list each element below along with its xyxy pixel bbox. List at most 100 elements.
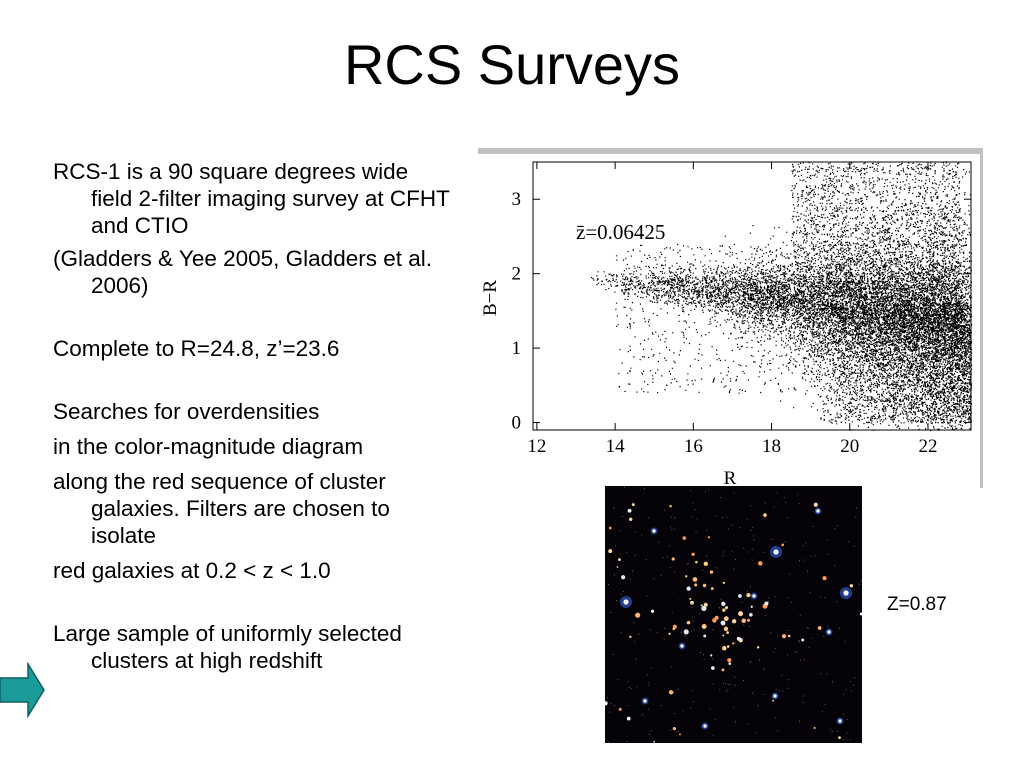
star (728, 662, 732, 665)
bright-star (773, 694, 777, 698)
redshift-label: Z=0.87 (887, 594, 947, 615)
galaxy (758, 561, 763, 566)
star (669, 505, 672, 508)
bullet-item: RCS-1 is a 90 square degrees wide field … (53, 159, 450, 238)
y-tick-label: 1 (512, 338, 522, 359)
y-tick-label: 0 (512, 413, 522, 434)
bullet-item: (Gladders & Yee 2005, Gladders et al. 20… (53, 246, 432, 298)
galaxy (722, 634, 725, 637)
frame-top-border (478, 148, 983, 154)
star (618, 558, 621, 561)
star (691, 552, 695, 556)
x-tick-label: 22 (918, 436, 937, 457)
star (781, 634, 787, 639)
star (616, 566, 619, 568)
galaxy (709, 570, 714, 574)
redshift-annotation: z̄=0.06425 (576, 220, 665, 244)
x-tick-label: 20 (840, 436, 859, 457)
galaxy (668, 632, 671, 635)
galaxy (720, 620, 726, 626)
star (605, 701, 608, 706)
star (695, 560, 698, 564)
galaxy (731, 619, 737, 624)
galaxy (711, 666, 715, 670)
star (650, 609, 655, 613)
bullet-item: in the color-magnitude diagram (53, 434, 364, 459)
galaxy (787, 634, 791, 638)
star (714, 615, 719, 620)
plot-frame-box (532, 161, 972, 431)
galaxy (722, 608, 726, 612)
y-tick-label: 2 (512, 264, 522, 285)
galaxy (692, 577, 698, 582)
galaxy (672, 627, 676, 631)
bright-star (623, 599, 629, 605)
star (725, 606, 729, 610)
color-magnitude-diagram: 12 14 16 18 20 22 0 1 2 3 R B−R z̄=0.06425 (478, 148, 983, 488)
star (772, 699, 775, 702)
star (859, 612, 862, 616)
galaxy (703, 634, 707, 638)
star (813, 726, 816, 730)
star (608, 526, 612, 530)
bullet-item: along the red sequence of cluster galaxi… (53, 469, 390, 548)
bright-star (752, 594, 756, 598)
star (801, 638, 805, 642)
star (749, 612, 753, 617)
star (653, 740, 656, 743)
galaxy (703, 561, 709, 567)
bullet-item: red galaxies at 0.2 < z < 1.0 (53, 558, 331, 583)
galaxy (741, 618, 747, 624)
star (629, 635, 632, 638)
star (707, 536, 711, 539)
galaxy (694, 583, 698, 587)
bright-star (827, 630, 831, 634)
y-axis-label: B−R (480, 280, 501, 316)
y-tick-label: 3 (512, 189, 522, 210)
star (731, 642, 735, 645)
star (626, 716, 631, 721)
bullet-item: Searches for overdensities (53, 399, 320, 424)
data-points (591, 162, 973, 432)
arrow-icon (0, 662, 45, 718)
star (726, 631, 729, 634)
bullet-list: RCS-1 is a 90 square degrees wide field … (53, 158, 453, 674)
bullet-item: Large sample of uniformly selected clust… (53, 621, 402, 673)
bright-star (643, 699, 647, 703)
bright-star (703, 724, 707, 728)
cluster-image (605, 486, 862, 743)
bright-star (680, 644, 684, 648)
galaxy (690, 600, 694, 605)
galaxy (686, 586, 691, 591)
star (629, 517, 633, 522)
star (781, 543, 785, 547)
galaxy (701, 605, 707, 612)
galaxy (738, 611, 744, 617)
star (631, 503, 635, 507)
star (627, 508, 632, 513)
galaxy (701, 623, 707, 629)
star (618, 707, 622, 711)
x-axis-label: R (724, 468, 737, 488)
star (817, 626, 822, 630)
galaxy (723, 626, 729, 631)
galaxy (710, 587, 714, 591)
slide-title: RCS Surveys (343, 33, 681, 96)
galaxy (726, 645, 730, 648)
star (727, 658, 732, 663)
galaxy (764, 601, 769, 606)
galaxy (710, 654, 713, 657)
star (721, 668, 725, 672)
bright-star (843, 590, 849, 596)
x-tick-label: 16 (684, 436, 703, 457)
star (679, 733, 681, 736)
bright-star (816, 509, 820, 513)
sky-background (605, 486, 862, 743)
galaxy (702, 583, 707, 588)
galaxy (686, 620, 691, 625)
galaxy (723, 616, 729, 622)
star (621, 575, 626, 580)
x-tick-label: 18 (762, 436, 781, 457)
star (849, 584, 854, 588)
